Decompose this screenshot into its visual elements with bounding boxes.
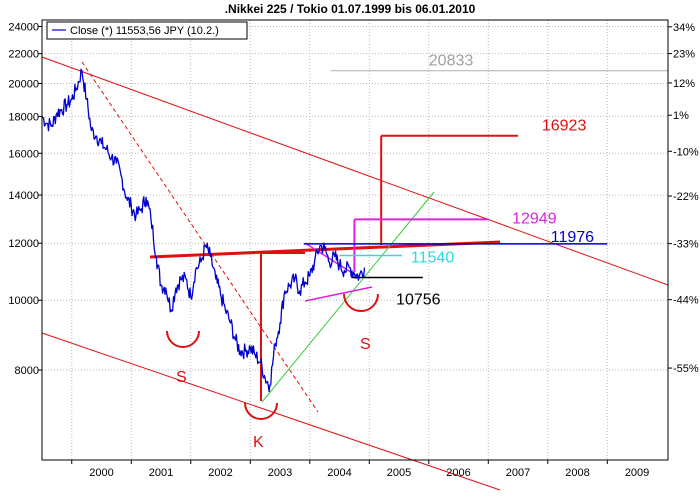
level-label: 11976 [551,229,594,246]
y2-tick-label: 12% [673,78,695,90]
y2-tick-label: -55% [673,363,699,375]
x-tick-label: 2004 [327,467,351,479]
y2-tick-label: -10% [673,146,699,158]
y2-tick-label: 34% [673,22,695,34]
x-tick-label: 2005 [387,467,411,479]
legend-label: Close (*) 11553,56 JPY (10.2.) [70,25,219,37]
level-label: 10756 [396,291,441,308]
x-tick-label: 2006 [446,467,470,479]
y-tick-label: 8000 [15,365,39,377]
series-layer [41,68,366,393]
y2-tick-label: 23% [673,49,695,61]
x-tick-label: 2009 [625,467,649,479]
y-tick-label: 12000 [8,238,39,250]
y-tick-label: 16000 [8,148,39,160]
pattern-label: S [360,336,371,353]
level-label: 11540 [411,249,454,266]
x-tick-label: 2002 [208,467,232,479]
legend-box [46,21,248,40]
x-tick-label: 2003 [268,467,292,479]
x-tick-label: 2000 [89,467,113,479]
y-tick-label: 14000 [8,190,39,202]
level-label: 16923 [542,118,587,135]
y-tick-label: 18000 [8,111,39,123]
y2-tick-label: 1% [673,110,689,122]
x-tick-label: 2007 [506,467,530,479]
y-tick-label: 22000 [8,49,39,61]
y-tick-label: 20000 [8,78,39,90]
y-tick-label: 24000 [8,21,39,33]
support-trendline [261,191,435,403]
triangle-lower-line [304,286,373,302]
shoulder-right-arc [343,293,379,312]
steep-trendline [81,61,319,413]
head-arc [244,402,278,420]
shoulder-left-arc [166,330,200,348]
level-label: 12949 [512,210,557,227]
triangle-upper-line [304,242,358,277]
chart-title: .Nikkei 225 / Tokio 01.07.1999 bis 06.01… [225,2,476,16]
channel-upper-line [41,56,669,286]
axes: 8000 10000 12000 14000 16000 18000 20000 22000 2… [8,21,698,479]
plot-frame [41,19,669,461]
pattern-label: S [176,369,187,386]
legend: Close (*) 11553,56 JPY (10.2.) [46,21,248,40]
x-tick-label: 2001 [149,467,173,479]
close-price-line [41,68,366,393]
annotations: 20833 16923 12949 11976 11540 10756 S K S [166,53,594,451]
channel-lower-line [41,332,501,491]
pattern-label: K [253,434,264,451]
y2-tick-label: -33% [673,239,699,251]
y2-tick-label: -44% [673,295,699,307]
x-tick-label: 2008 [565,467,589,479]
y2-tick-label: -22% [673,191,699,203]
analysis-overlays [41,56,669,491]
y-tick-label: 10000 [8,295,39,307]
level-label: 20833 [429,53,474,70]
